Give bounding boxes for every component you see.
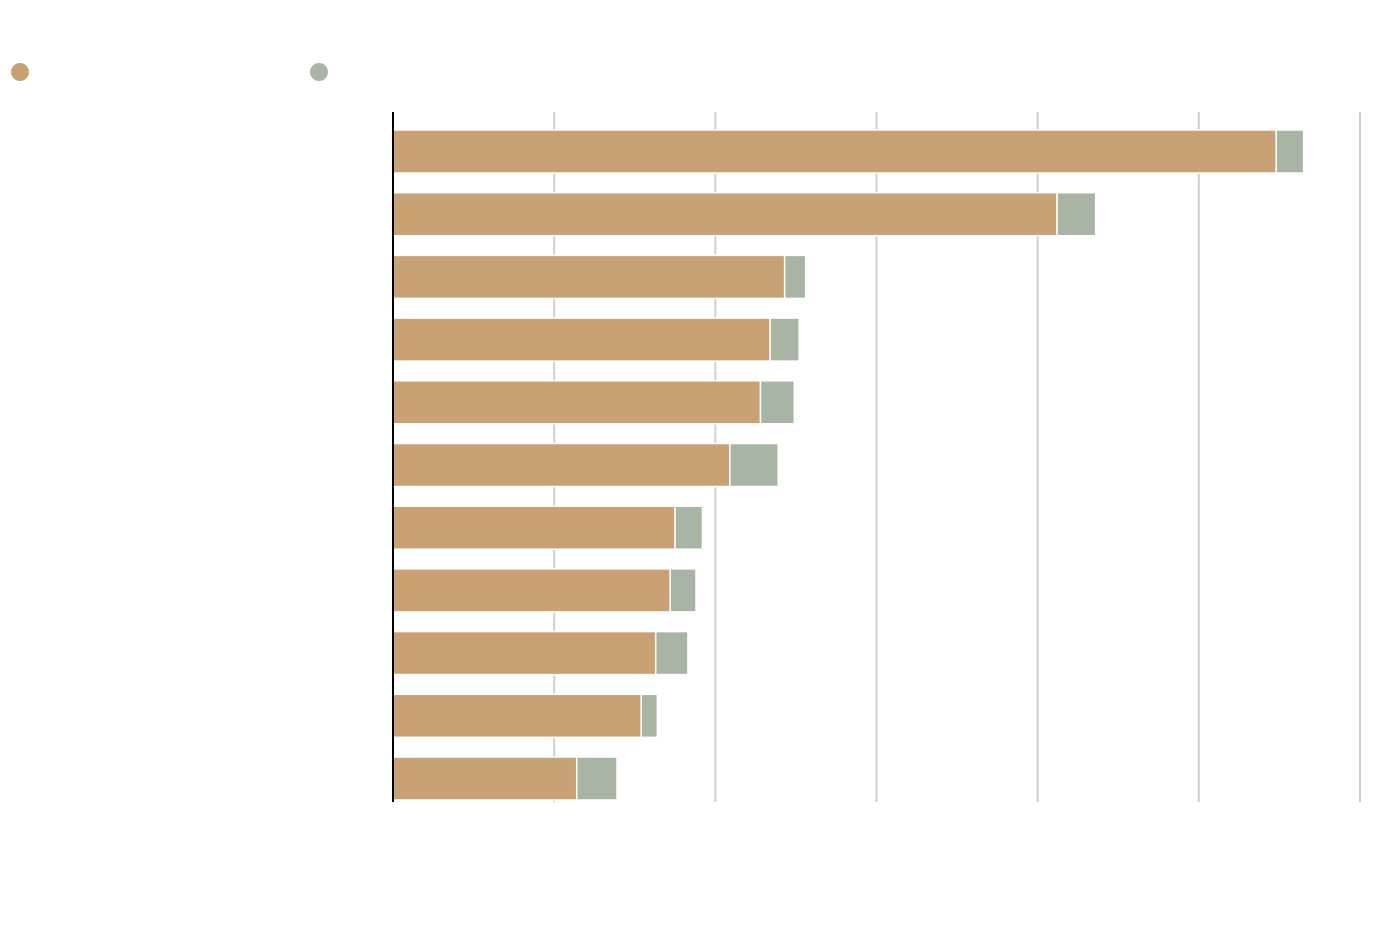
- bar-segment: [392, 568, 671, 613]
- bar-segment: [1275, 129, 1305, 174]
- bar-segment: [392, 630, 657, 676]
- bar-segment: [392, 191, 1058, 237]
- bar-segment: [392, 317, 771, 362]
- bar-segment: [769, 317, 800, 362]
- bar-segment: [783, 254, 807, 300]
- bar-segment: [729, 442, 779, 488]
- bar-segment: [674, 505, 704, 550]
- bar-segment: [392, 505, 676, 550]
- bar-segment: [575, 756, 618, 801]
- bar-segment: [1056, 191, 1097, 237]
- bar-segment: [759, 380, 796, 425]
- bar-segment: [669, 568, 697, 613]
- bar-segment: [392, 756, 578, 801]
- bar-segment: [654, 630, 689, 676]
- legend-marker: [11, 63, 29, 81]
- bar-segment: [392, 693, 642, 739]
- bar-segment: [392, 129, 1277, 174]
- bar-segment: [392, 442, 731, 488]
- bar-segment: [392, 380, 762, 425]
- legend-marker: [310, 63, 328, 81]
- bar-segment: [640, 693, 659, 739]
- bar-segment: [392, 254, 786, 300]
